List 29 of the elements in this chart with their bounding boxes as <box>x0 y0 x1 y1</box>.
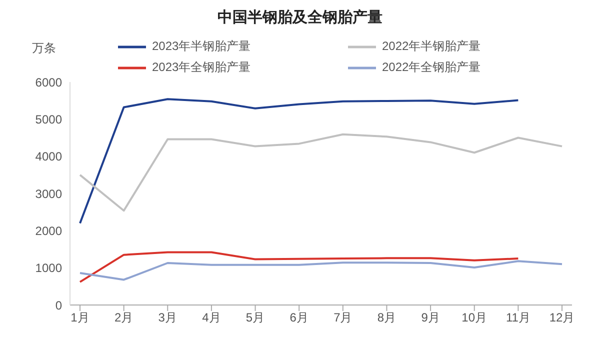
line-series <box>79 98 520 224</box>
x-tick-label: 3月 <box>158 310 177 325</box>
x-tick-label: 9月 <box>421 310 440 325</box>
x-tick-label: 1月 <box>70 310 90 325</box>
x-tick-label: 5月 <box>246 310 265 325</box>
y-tick-label: 1000 <box>35 261 62 276</box>
line-series <box>79 133 563 212</box>
legend-label: 2022年全钢胎产量 <box>382 59 481 76</box>
y-tick-label: 2000 <box>35 224 62 238</box>
line-series <box>79 251 520 283</box>
x-tick-label: 11月 <box>506 310 530 325</box>
x-tick-label: 6月 <box>290 310 308 325</box>
x-tick-label: 12月 <box>549 310 575 325</box>
y-tick-label: 6000 <box>35 75 62 90</box>
x-tick-label: 4月 <box>202 310 221 325</box>
legend-label: 2022年半钢胎产量 <box>382 38 481 55</box>
y-tick-label: 0 <box>55 298 62 312</box>
y-tick-label: 4000 <box>35 150 62 164</box>
y-axis-title: 万条 <box>32 40 56 57</box>
legend-label: 2023年半钢胎产量 <box>152 38 251 55</box>
chart-title: 中国半钢胎及全钢胎产量 <box>216 8 384 28</box>
x-tick-label: 8月 <box>377 310 396 325</box>
x-tick-label: 7月 <box>334 310 352 325</box>
line-series <box>79 260 563 281</box>
legend-label: 2023年全钢胎产量 <box>152 59 251 76</box>
x-tick-label: 2月 <box>114 310 134 325</box>
y-tick-label: 3000 <box>35 186 62 201</box>
x-tick-label: 10月 <box>462 310 488 325</box>
y-tick-label: 5000 <box>35 112 62 126</box>
